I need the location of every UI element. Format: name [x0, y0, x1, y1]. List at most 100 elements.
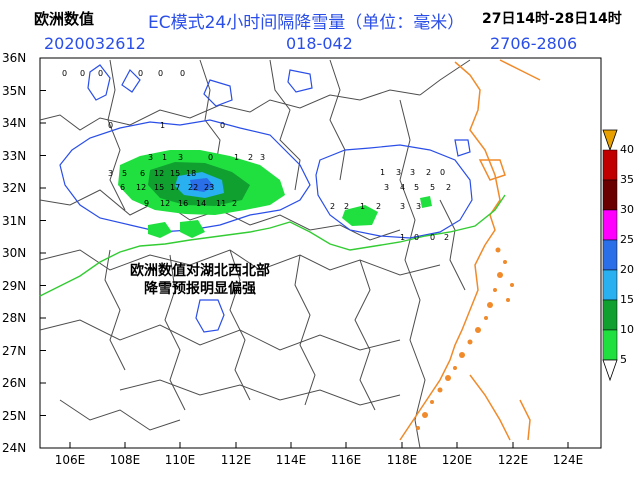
svg-text:0: 0 [80, 69, 85, 78]
svg-text:17: 17 [170, 183, 180, 192]
svg-text:2: 2 [248, 153, 253, 162]
valid-period: 27日14时-28日14时 [482, 11, 622, 27]
svg-text:5: 5 [122, 169, 127, 178]
lat-label: 25N [2, 409, 27, 423]
lat-label: 29N [2, 279, 27, 293]
svg-text:22: 22 [188, 183, 198, 192]
svg-text:0: 0 [414, 233, 419, 242]
lat-label: 34N [2, 116, 27, 130]
svg-text:18: 18 [186, 169, 196, 178]
colorbar-bin-5-10 [602, 329, 618, 361]
svg-text:1: 1 [162, 153, 167, 162]
lon-label: 116E [330, 453, 362, 467]
svg-text:3: 3 [410, 168, 415, 177]
svg-text:3: 3 [108, 169, 113, 178]
svg-text:9: 9 [144, 199, 149, 208]
colorbar-tick: 5 [620, 353, 627, 366]
colorbar-bin-15-20 [602, 269, 618, 301]
svg-text:1: 1 [400, 233, 405, 242]
svg-text:4: 4 [400, 183, 405, 192]
svg-text:23: 23 [204, 183, 214, 192]
svg-text:12: 12 [154, 169, 164, 178]
lat-label: 28N [2, 311, 27, 325]
colorbar-tick: 25 [620, 233, 634, 246]
lon-label: 106E [54, 453, 86, 467]
model-source-label: 欧洲数值 [34, 10, 95, 28]
svg-text:0: 0 [138, 69, 143, 78]
lat-label: 36N [2, 51, 27, 65]
svg-text:14: 14 [196, 199, 206, 208]
lon-label: 108E [109, 453, 141, 467]
lat-label: 33N [2, 149, 27, 163]
svg-text:0: 0 [180, 69, 185, 78]
svg-text:1: 1 [380, 168, 385, 177]
svg-text:16: 16 [178, 199, 188, 208]
svg-text:6: 6 [120, 183, 125, 192]
svg-text:3: 3 [396, 168, 401, 177]
colorbar-cap-top [602, 129, 618, 152]
svg-text:5: 5 [430, 183, 435, 192]
svg-text:2: 2 [344, 202, 349, 211]
lat-label: 31N [2, 214, 27, 228]
lat-ticks [40, 57, 46, 449]
svg-text:0: 0 [158, 69, 163, 78]
lon-label: 124E [552, 453, 584, 467]
svg-text:5: 5 [414, 183, 419, 192]
svg-text:1: 1 [160, 121, 165, 130]
svg-text:15: 15 [154, 183, 164, 192]
svg-text:1: 1 [360, 202, 365, 211]
colorbar-tick: 10 [620, 323, 634, 336]
svg-text:11: 11 [216, 199, 226, 208]
svg-text:3: 3 [260, 153, 265, 162]
lat-label: 24N [2, 441, 27, 455]
colorbar-bin-30-35 [602, 179, 618, 211]
annotation-line-2: 降雪预报明显偏强 [144, 281, 256, 297]
lon-label: 118E [386, 453, 418, 467]
colorbar [602, 129, 618, 382]
lat-label: 26N [2, 376, 27, 390]
chart-title: EC模式24小时间隔降雪量（单位：毫米） [148, 13, 465, 33]
svg-text:0: 0 [440, 168, 445, 177]
svg-text:2: 2 [330, 202, 335, 211]
colorbar-bin-20-25 [602, 239, 618, 271]
svg-text:2: 2 [446, 183, 451, 192]
svg-text:15: 15 [170, 169, 180, 178]
svg-text:0: 0 [430, 233, 435, 242]
colorbar-tick: 15 [620, 293, 634, 306]
svg-text:12: 12 [136, 183, 146, 192]
svg-text:2: 2 [444, 233, 449, 242]
colorbar-tick: 35 [620, 173, 634, 186]
lat-label: 32N [2, 181, 27, 195]
svg-text:0: 0 [208, 153, 213, 162]
colorbar-bin-35-40 [602, 149, 618, 181]
coastal-islands [416, 247, 514, 430]
colorbar-bin-10-15 [602, 299, 618, 331]
map-frame [39, 57, 602, 449]
svg-text:1: 1 [234, 153, 239, 162]
snowfall-shading [118, 150, 432, 238]
svg-text:2: 2 [376, 202, 381, 211]
svg-text:3: 3 [178, 153, 183, 162]
lon-label: 112E [220, 453, 252, 467]
svg-text:3: 3 [416, 202, 421, 211]
lon-label: 122E [497, 453, 529, 467]
svg-text:12: 12 [160, 199, 170, 208]
forecast-step: 018-042 [286, 34, 353, 53]
lon-ticks [69, 442, 569, 448]
svg-text:0: 0 [220, 121, 225, 130]
annotation-line-1: 欧洲数值对湖北西北部 [130, 263, 270, 279]
svg-text:3: 3 [384, 183, 389, 192]
svg-text:0: 0 [108, 121, 113, 130]
svg-text:0: 0 [62, 69, 67, 78]
colorbar-cap-bottom [602, 359, 618, 382]
svg-text:6: 6 [140, 169, 145, 178]
svg-text:2: 2 [232, 199, 237, 208]
lon-label: 114E [275, 453, 307, 467]
svg-text:2: 2 [426, 168, 431, 177]
lat-label: 30N [2, 246, 27, 260]
colorbar-tick: 40 [620, 143, 634, 156]
colorbar-tick: 30 [620, 203, 634, 216]
svg-text:0: 0 [98, 69, 103, 78]
